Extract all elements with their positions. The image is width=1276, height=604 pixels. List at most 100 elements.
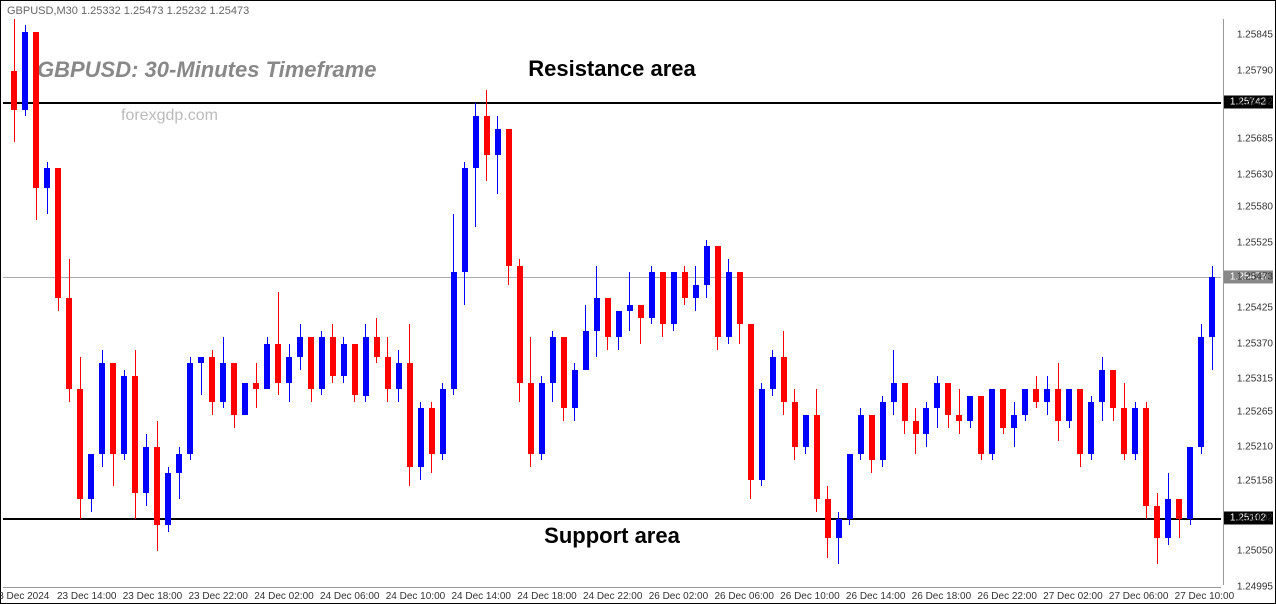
candle-body [583,331,589,370]
candle-body [825,499,831,538]
candle-body [923,408,929,434]
candle-body [1154,506,1160,538]
candle-wick [629,272,630,330]
y-tick-label: 1.25525 [1237,237,1273,248]
y-axis: 1.258451.257901.257421.256851.256301.255… [1223,19,1275,585]
candle-body [847,454,853,519]
x-tick-label: 26 Dec 06:00 [714,591,774,602]
candle-body [682,272,688,298]
candle-body [1099,370,1105,402]
candle-body [198,357,204,363]
candle-body [220,363,226,402]
y-tick-label: 1.25102 [1237,512,1273,523]
candle-body [33,32,39,188]
candle-body [550,337,556,382]
candle-body [759,389,765,480]
candle-body [1033,389,1039,402]
x-tick-label: 24 Dec 06:00 [320,591,380,602]
y-tick-label: 1.25580 [1237,202,1273,213]
candle-body [869,415,875,460]
y-tick-label: 1.25158 [1237,476,1273,487]
x-tick-label: 24 Dec 10:00 [386,591,446,602]
candle-body [1176,499,1182,518]
x-tick-label: 26 Dec 14:00 [846,591,906,602]
candle-body [616,311,622,337]
candle-body [989,389,995,454]
candle-body [143,447,149,492]
candle-body [275,344,281,383]
candle-body [891,383,897,402]
candle-body [1011,415,1017,428]
candle-body [308,337,314,389]
candle-body [594,298,600,330]
symbol-header: GBPUSD,M30 1.25332 1.25473 1.25232 1.254… [7,5,249,17]
candle-body [1044,389,1050,402]
y-tick-label: 1.25315 [1237,374,1273,385]
candle-body [770,357,776,389]
candle-body [253,383,259,389]
candle-body [286,357,292,383]
candle-body [385,357,391,389]
candle-body [352,344,358,396]
candle-body [836,519,842,538]
y-tick-label: 1.25425 [1237,302,1273,313]
candle-body [264,344,270,389]
support-line [3,518,1221,520]
candle-body [473,116,479,168]
candle-body [330,337,336,376]
candle-body [671,272,677,324]
candle-body [1110,370,1116,409]
candle-body [913,421,919,434]
candle-body [1209,277,1215,337]
candle-body [440,389,446,454]
y-tick-label: 1.25742 [1237,97,1273,108]
candle-body [1198,337,1204,447]
chart-container: GBPUSD,M30 1.25332 1.25473 1.25232 1.254… [0,0,1276,604]
candle-body [638,305,644,318]
candle-body [154,447,160,525]
resistance-annotation: Resistance area [528,56,696,82]
x-tick-label: 26 Dec 22:00 [977,591,1037,602]
candle-body [165,473,171,525]
candle-body [814,415,820,499]
x-tick-label: 26 Dec 10:00 [780,591,840,602]
candle-body [1066,389,1072,421]
candle-body [363,337,369,395]
candle-body [693,285,699,298]
candle-body [77,389,83,499]
candle-body [660,272,666,324]
candle-body [1000,389,1006,428]
x-tick-label: 26 Dec 18:00 [912,591,972,602]
chart-plot-area[interactable]: GBPUSD: 30-Minutes Timeframe forexgdp.co… [3,19,1221,585]
support-annotation: Support area [544,523,680,549]
candle-body [561,337,567,408]
x-tick-label: 27 Dec 06:00 [1109,591,1169,602]
candle-body [880,402,886,460]
chart-title: GBPUSD: 30-Minutes Timeframe [37,57,376,83]
candle-body [1077,389,1083,454]
candle-body [55,168,61,298]
candle-body [539,383,545,454]
candle-body [484,116,490,155]
candle-body [902,383,908,422]
candle-body [242,383,248,415]
candle-body [858,415,864,454]
x-tick-label: 24 Dec 14:00 [451,591,511,602]
candle-body [341,344,347,376]
x-tick-label: 27 Dec 10:00 [1175,591,1235,602]
current-price-line [3,277,1221,278]
watermark: forexgdp.com [121,107,218,125]
x-tick-label: 24 Dec 22:00 [583,591,643,602]
candle-body [187,363,193,454]
candle-body [110,363,116,454]
candle-body [627,305,633,311]
x-tick-label: 23 Dec 18:00 [123,591,183,602]
candle-body [528,383,534,454]
candle-body [44,168,50,187]
candle-body [88,454,94,499]
candle-body [429,408,435,453]
candle-body [978,396,984,454]
candle-body [99,363,105,454]
candle-body [121,376,127,454]
y-tick-label: 1.25265 [1237,406,1273,417]
